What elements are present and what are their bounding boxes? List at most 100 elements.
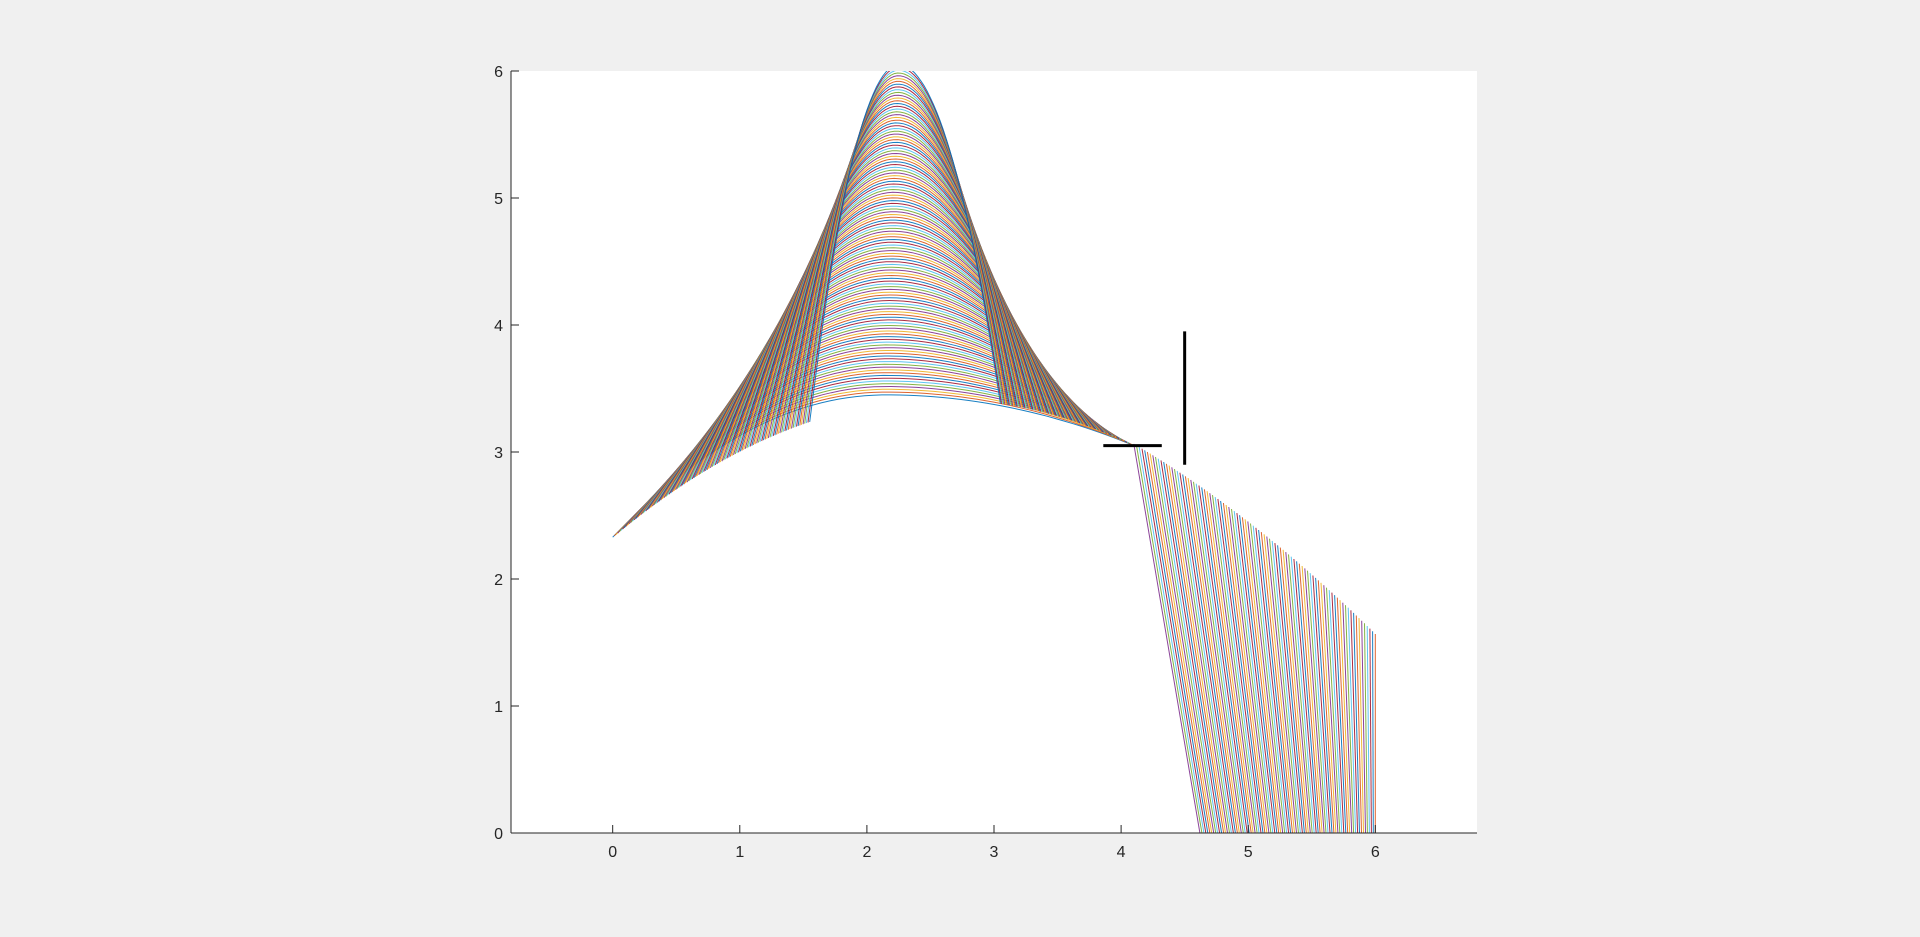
annotations [1103, 331, 1187, 465]
curve-family-b [1144, 450, 1209, 833]
curve-family-b [1336, 597, 1349, 833]
x-tick-label: 0 [608, 844, 617, 861]
x-tick-label: 6 [1371, 844, 1380, 861]
curve-family-b [1301, 565, 1323, 833]
curve-family-b [1345, 605, 1355, 833]
curve-family-b [1165, 463, 1225, 833]
curve-family-b [1266, 536, 1297, 833]
curve-family-b [1212, 495, 1258, 833]
curve-family-b [1220, 500, 1264, 833]
curve-family-b [1176, 470, 1232, 833]
curve-family-b [1187, 478, 1240, 833]
curve-family-b [1271, 540, 1301, 833]
curve-family-b [1355, 615, 1362, 833]
curve-family-b [1149, 453, 1213, 833]
x-tick-label: 3 [990, 844, 999, 861]
curve-family-b [1198, 485, 1248, 833]
curve-family-b [1184, 476, 1238, 833]
x-tick-label: 4 [1117, 844, 1126, 861]
curve-family-a [809, 71, 1001, 422]
curve-family-b [1141, 448, 1207, 833]
curve-family-b [1217, 498, 1262, 833]
curve-family-b [1179, 472, 1234, 833]
curve-family-b [1269, 538, 1299, 833]
curve-family-b [1298, 563, 1321, 833]
x-tick-label: 1 [735, 844, 744, 861]
curve-family-b [1244, 519, 1282, 833]
y-tick-label: 2 [494, 572, 503, 589]
curve-family-b [1160, 460, 1221, 833]
curve-family-b [1252, 525, 1288, 833]
curve-family-b [1146, 451, 1211, 833]
x-tick-label: 2 [862, 844, 871, 861]
curve-family-b [1247, 521, 1284, 833]
curve-family-b [1236, 513, 1276, 833]
curve-family-b [1358, 618, 1364, 833]
curve-family-b [1168, 465, 1226, 833]
curve-family-b [1133, 443, 1201, 833]
curve-family-b [1274, 543, 1303, 833]
curve-family-b [1152, 455, 1215, 833]
curve-family-b [1312, 575, 1331, 833]
curve-family-b [1250, 523, 1286, 833]
curve-family-b [1328, 590, 1343, 833]
curve-family-b [1309, 573, 1329, 833]
curve-family-b [1260, 532, 1293, 833]
curve-family-b [1228, 506, 1270, 833]
curve-family-b [1225, 504, 1268, 833]
curve-family-b [1214, 497, 1260, 833]
curve-family-b [1182, 474, 1236, 833]
curve-family-b [1339, 600, 1351, 833]
curve-family-b [1233, 511, 1274, 833]
curve-family-b [1366, 625, 1370, 833]
curve-family-b [1285, 552, 1311, 833]
curve-family-b [1255, 527, 1290, 833]
curve-family-b [1209, 493, 1256, 833]
curve-family-b [1331, 592, 1345, 833]
curve-family-b [1361, 620, 1366, 833]
curve-family-b [1290, 556, 1315, 833]
axes-background [511, 71, 1477, 833]
y-tick-label: 3 [494, 445, 503, 462]
curve-family-b [1372, 631, 1374, 833]
curve-family-b [1282, 549, 1309, 833]
curve-family-b [1222, 502, 1266, 833]
curve-family-b [1155, 456, 1217, 833]
curve-family-b [1334, 595, 1347, 833]
curve-family-b [1326, 587, 1341, 833]
y-tick-label: 5 [494, 191, 503, 208]
curve-family-b [1231, 508, 1272, 833]
curve-family-b [1323, 585, 1339, 833]
curve-family-b [1241, 517, 1280, 833]
curve-family-b [1163, 462, 1223, 833]
curve-family-b [1138, 447, 1205, 833]
y-tick-label: 1 [494, 699, 503, 716]
y-tick-label: 4 [494, 318, 503, 335]
curve-family-b [1157, 458, 1219, 833]
curve-family-b [1258, 529, 1292, 833]
curve-family-b [1347, 607, 1357, 833]
curve-family-b [1136, 445, 1203, 833]
curve-family-b [1206, 491, 1254, 833]
curve-family-b [1317, 580, 1335, 833]
curve-family-b [1174, 469, 1230, 833]
y-tick-label: 6 [494, 64, 503, 81]
y-tick-label: 0 [494, 826, 503, 843]
curve-family-b [1293, 558, 1317, 833]
curve-family-b [1315, 577, 1333, 833]
curve-family-b [1171, 467, 1228, 833]
curve-family-b [1193, 481, 1244, 833]
curve-family-b [1304, 568, 1325, 833]
curve-family-b [1342, 602, 1353, 833]
curve-family-b [1239, 515, 1278, 833]
curve-family-b [1277, 545, 1305, 833]
curve-family-b [1279, 547, 1307, 833]
curve-family-b [1364, 623, 1368, 833]
curve-family-b [1296, 561, 1319, 833]
curve-family-b [1353, 612, 1360, 833]
curve-family-b [1369, 628, 1372, 833]
curve-family-b [1307, 570, 1327, 833]
curve-family-b [1190, 479, 1242, 833]
x-tick-label: 5 [1244, 844, 1253, 861]
